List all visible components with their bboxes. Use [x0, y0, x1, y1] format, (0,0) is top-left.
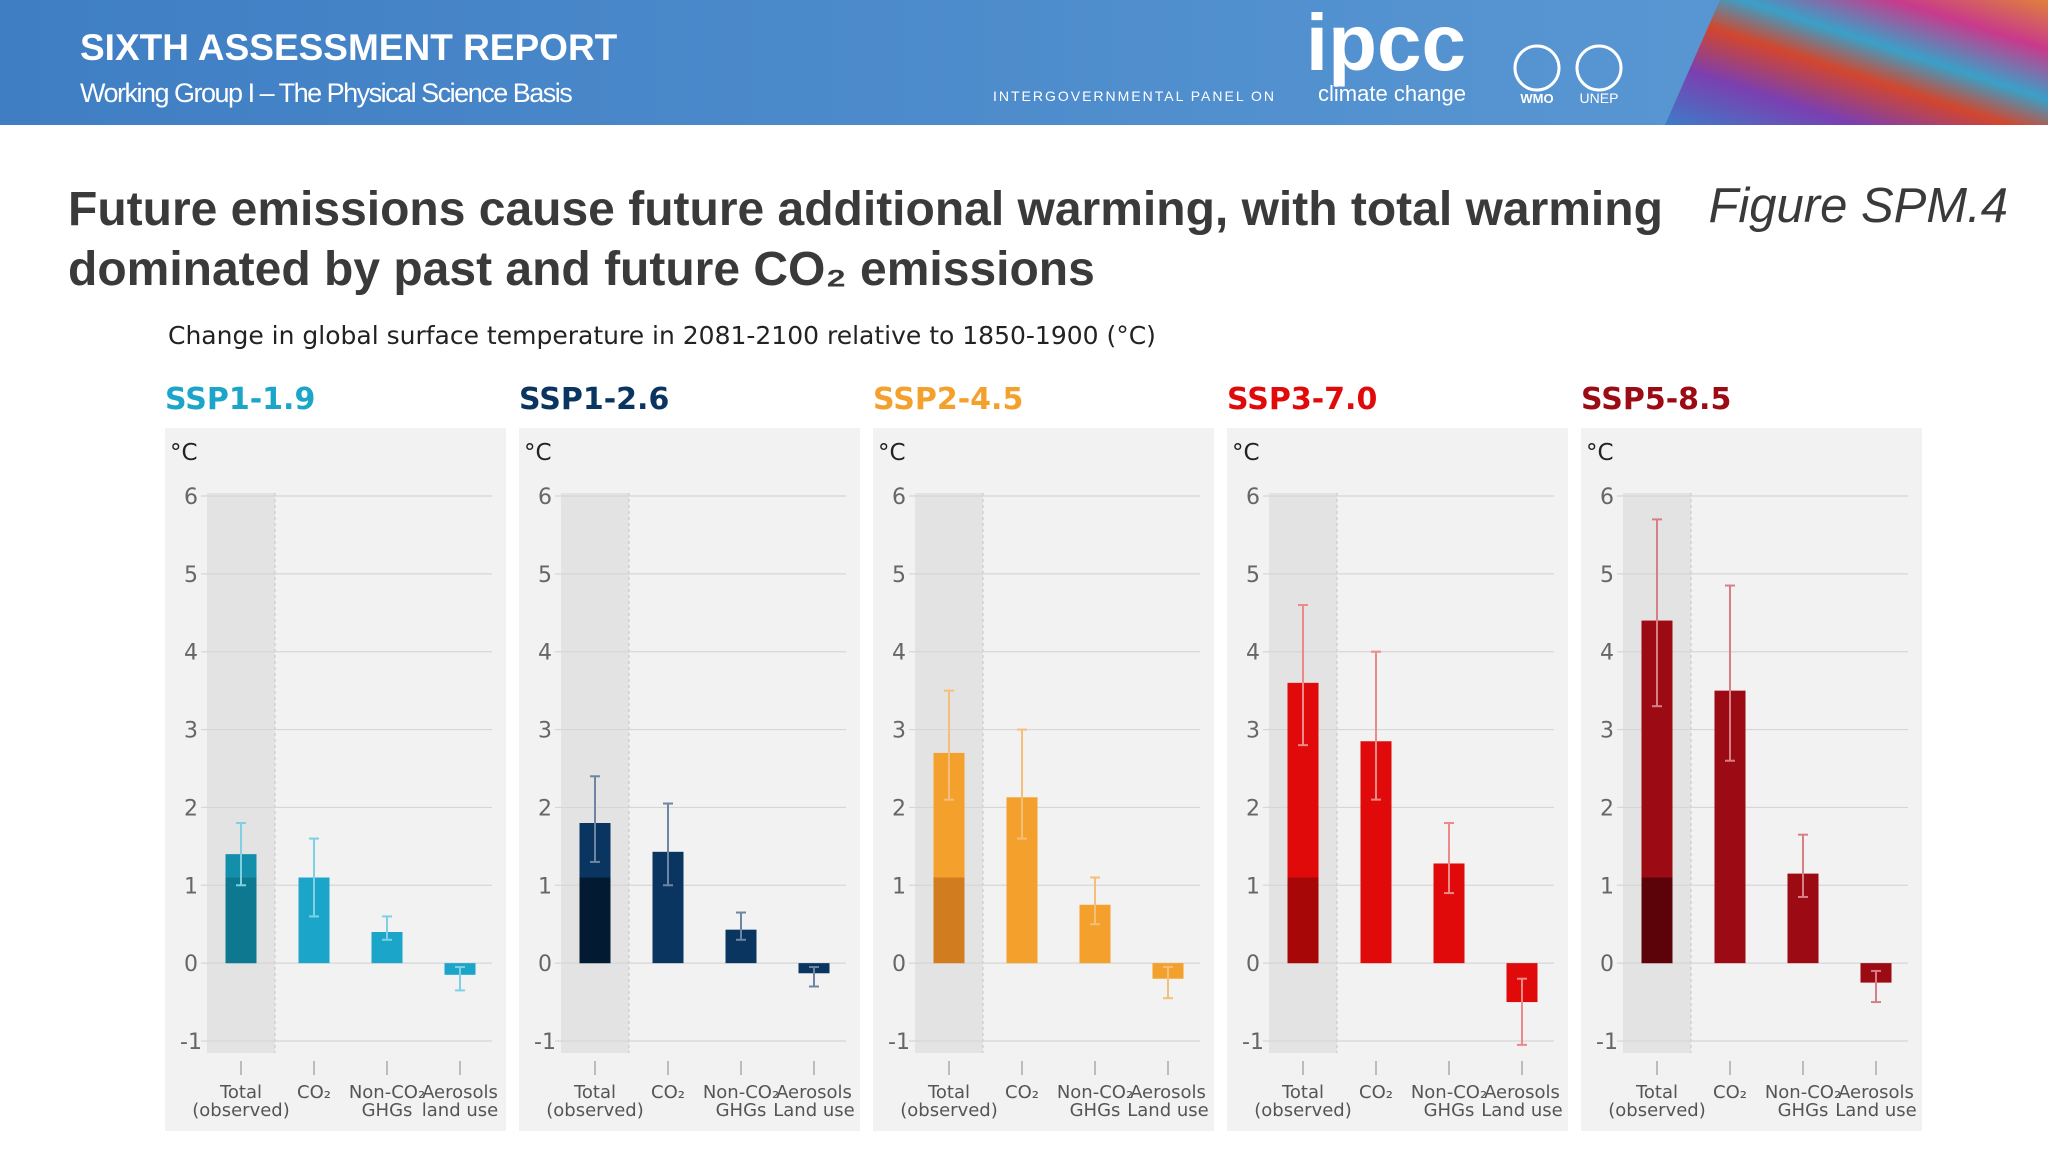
y-tick-label: 6	[538, 485, 552, 510]
x-tick-label: Aerosols Land use	[773, 1082, 854, 1121]
y-tick-label: 5	[184, 563, 198, 588]
unep-emblem	[1575, 44, 1623, 92]
ipcc-logo: ipcc	[1306, 0, 1466, 87]
x-tick-label: Non-CO₂ GHGs	[1057, 1082, 1133, 1121]
y-tick-label: 3	[1246, 719, 1260, 744]
y-tick-label: 6	[1600, 485, 1614, 510]
y-tick-label: 2	[1600, 796, 1614, 821]
x-tick-label: Total (observed)	[192, 1082, 290, 1121]
x-tick-label: CO₂	[1713, 1082, 1747, 1103]
y-tick-label: -1	[888, 1030, 910, 1055]
x-tick-label: Non-CO₂ GHGs	[703, 1082, 779, 1121]
report-title: SIXTH ASSESSMENT REPORT	[80, 27, 618, 68]
x-tick-label: Non-CO₂ GHGs	[1765, 1082, 1841, 1121]
y-tick-label: 5	[1246, 563, 1260, 588]
observed-segment	[225, 877, 257, 964]
x-tick-label: CO₂	[1359, 1082, 1393, 1103]
y-tick-label: 4	[538, 641, 552, 666]
x-tick-label: Total (observed)	[546, 1082, 644, 1121]
y-axis-label: °C	[1232, 440, 1260, 466]
y-tick-label: -1	[1596, 1030, 1618, 1055]
y-tick-label: 4	[184, 641, 198, 666]
x-tick-label: CO₂	[651, 1082, 685, 1103]
y-tick-label: 2	[1246, 796, 1260, 821]
y-tick-label: 1	[184, 874, 198, 899]
x-tick-label: Aerosols Land use	[1481, 1082, 1562, 1121]
y-tick-label: 6	[184, 485, 198, 510]
y-tick-label: 0	[1600, 952, 1614, 977]
y-tick-label: -1	[1242, 1030, 1264, 1055]
y-tick-label: 6	[892, 485, 906, 510]
panel-title: SSP3-7.0	[1227, 382, 1377, 417]
partner-label: WMO	[1520, 91, 1553, 106]
y-tick-label: 3	[1600, 719, 1614, 744]
y-tick-label: 0	[538, 952, 552, 977]
y-axis-label: °C	[170, 440, 198, 466]
y-tick-label: 0	[184, 952, 198, 977]
y-tick-label: 0	[892, 952, 906, 977]
y-tick-label: 1	[1246, 874, 1260, 899]
y-tick-label: 4	[1600, 641, 1614, 666]
y-tick-label: 3	[892, 719, 906, 744]
y-tick-label: 0	[1246, 952, 1260, 977]
y-tick-label: 4	[1246, 641, 1260, 666]
partner-label: UNEP	[1580, 90, 1619, 106]
x-tick-label: CO₂	[297, 1082, 331, 1103]
panel-title: SSP1-1.9	[165, 382, 315, 417]
y-tick-label: 5	[892, 563, 906, 588]
x-tick-label: Aerosols Land use	[1835, 1082, 1916, 1121]
observed-shading	[207, 493, 275, 1053]
y-tick-label: -1	[180, 1030, 202, 1055]
y-tick-label: 1	[538, 874, 552, 899]
x-tick-label: Total (observed)	[1608, 1082, 1706, 1121]
panel-title: SSP2-4.5	[873, 382, 1023, 417]
y-tick-label: 3	[538, 719, 552, 744]
panel-title: SSP1-2.6	[519, 382, 669, 417]
logo-caption: climate change	[1318, 81, 1466, 106]
y-axis-label: °C	[1586, 440, 1614, 466]
panel-title: SSP5-8.5	[1581, 382, 1731, 417]
y-tick-label: 1	[892, 874, 906, 899]
observed-segment	[1641, 877, 1673, 964]
x-tick-label: Non-CO₂ GHGs	[349, 1082, 425, 1121]
y-tick-label: 6	[1246, 485, 1260, 510]
y-tick-label: 2	[184, 796, 198, 821]
y-tick-label: -1	[534, 1030, 556, 1055]
y-tick-label: 4	[892, 641, 906, 666]
report-subtitle: Working Group I – The Physical Science B…	[80, 78, 572, 108]
logo-caption: INTERGOVERNMENTAL PANEL ON	[993, 88, 1276, 104]
y-axis-label: °C	[524, 440, 552, 466]
x-tick-label: CO₂	[1005, 1082, 1039, 1103]
x-tick-label: Aerosols Land use	[1127, 1082, 1208, 1121]
x-tick-label: Non-CO₂ GHGs	[1411, 1082, 1487, 1121]
y-tick-label: 2	[538, 796, 552, 821]
header-artwork	[1665, 0, 2048, 125]
observed-segment	[933, 877, 965, 964]
observed-shading	[561, 493, 629, 1053]
y-tick-label: 5	[1600, 563, 1614, 588]
figure-label: Figure SPM.4	[1708, 179, 2008, 233]
chart-caption: Change in global surface temperature in …	[168, 321, 1156, 350]
observed-segment	[1287, 877, 1319, 964]
observed-segment	[579, 877, 611, 964]
x-tick-label: Total (observed)	[900, 1082, 998, 1121]
wmo-emblem	[1513, 44, 1561, 92]
y-tick-label: 2	[892, 796, 906, 821]
slide-title: Future emissions cause future additional…	[68, 183, 1663, 296]
x-tick-label: Total (observed)	[1254, 1082, 1352, 1121]
y-tick-label: 3	[184, 719, 198, 744]
x-tick-label: Aerosols land use	[422, 1082, 498, 1121]
y-tick-label: 1	[1600, 874, 1614, 899]
y-tick-label: 5	[538, 563, 552, 588]
y-axis-label: °C	[878, 440, 906, 466]
